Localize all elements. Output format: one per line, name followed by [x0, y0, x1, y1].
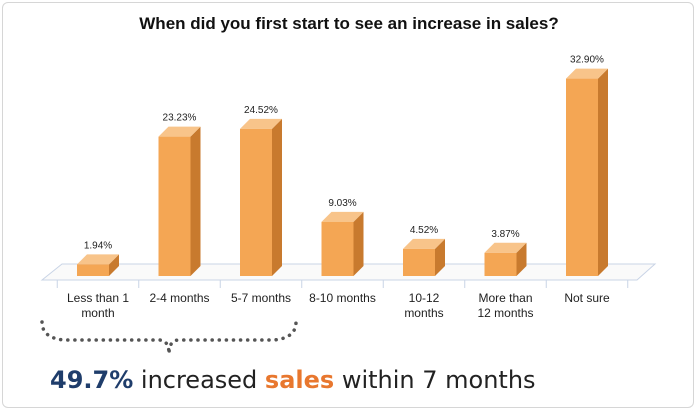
bar-top: [240, 118, 282, 129]
x-tick-label: 5-7 months: [231, 291, 291, 305]
data-label: 9.03%: [328, 198, 356, 209]
bar-side: [109, 254, 119, 276]
x-tick-label: months: [404, 306, 443, 320]
bar: [321, 221, 354, 276]
bar-side: [435, 238, 445, 276]
x-tick-label: 12 months: [477, 306, 533, 320]
x-tick-label: Less than 1: [67, 291, 129, 305]
bar-top: [566, 68, 608, 79]
summary-text-pre: increased: [133, 366, 265, 394]
bar-top: [321, 211, 364, 222]
summary-percent: 49.7%: [50, 366, 134, 394]
x-tick-label: More than: [478, 291, 532, 305]
bar-side: [353, 211, 364, 276]
data-label: 24.52%: [244, 105, 278, 116]
chart-title: When did you first start to see an incre…: [139, 14, 559, 33]
x-tick-label: Not sure: [564, 291, 610, 305]
x-tick-label: 8-10 months: [309, 291, 376, 305]
bar-side: [272, 118, 282, 276]
bar: [158, 136, 191, 276]
bar: [484, 252, 517, 276]
grouping-brace: [40, 320, 298, 355]
x-tick-label: month: [81, 306, 114, 320]
bar-side: [190, 126, 201, 277]
summary-text-post: within 7 months: [334, 366, 536, 394]
summary-highlight: sales: [264, 366, 335, 394]
summary-callout: 49.7% increased sales within 7 months: [50, 366, 536, 394]
x-tick-label: 2-4 months: [149, 291, 209, 305]
bar-top: [77, 254, 119, 265]
bar-side: [598, 68, 608, 276]
x-tick-label: 10-12: [409, 291, 440, 305]
data-label: 32.90%: [570, 55, 604, 66]
bar: [240, 128, 272, 276]
data-label: 1.94%: [84, 240, 112, 251]
bar: [403, 248, 435, 276]
bar-top: [484, 242, 527, 253]
data-label: 23.23%: [163, 113, 197, 124]
data-label: 4.52%: [410, 225, 438, 236]
bar-side: [516, 242, 527, 276]
bar-top: [158, 126, 201, 137]
bar: [566, 78, 598, 276]
bar: [77, 264, 109, 276]
bar-top: [403, 238, 445, 249]
data-label: 3.87%: [491, 229, 519, 240]
